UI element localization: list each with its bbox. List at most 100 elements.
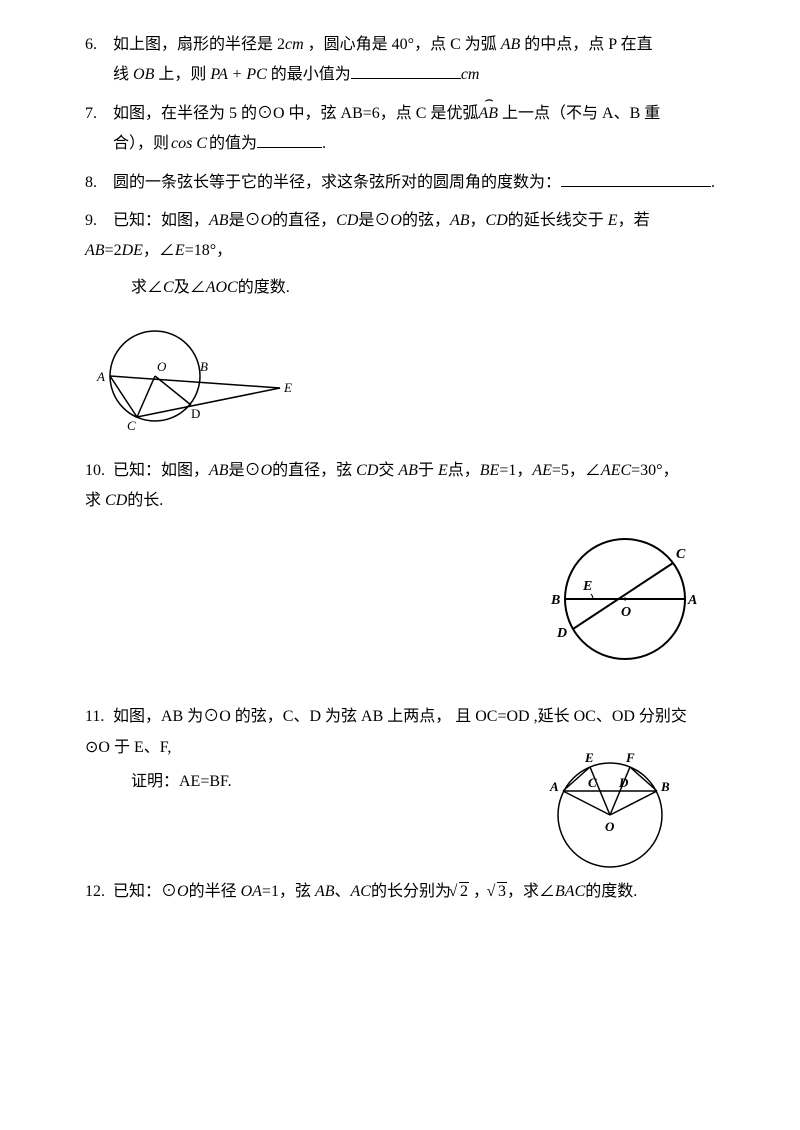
blank (351, 63, 461, 79)
problem-number: 8. (85, 168, 113, 198)
label-E: E (584, 750, 594, 765)
text: 上一点（不与 A、B 重 (502, 105, 660, 122)
problem-number: 9. (85, 206, 113, 236)
label-B: B (550, 593, 560, 608)
text: =1，弦 (262, 883, 311, 900)
text: 的度数. (238, 279, 290, 296)
var: AOC (206, 279, 238, 296)
cosC: cos C (171, 135, 207, 152)
text: 交 (378, 462, 394, 479)
var: CD (486, 212, 508, 229)
text: 的半径 (189, 883, 237, 900)
problem-line2: 求 CD的长. (85, 486, 725, 516)
text: 如上图，扇形的半径是 2 (113, 36, 285, 53)
sqrt3: 3 (489, 877, 507, 907)
var: AE (532, 462, 552, 479)
text: 的直径， (272, 212, 336, 229)
var: O (261, 462, 273, 479)
sqrt2: 2 (451, 877, 469, 907)
problem-number: 6. (85, 30, 113, 60)
text: 是⊙ (229, 462, 261, 479)
text-italic: PA + PC (210, 66, 266, 83)
label-O: O (621, 605, 631, 620)
label-D: D (618, 775, 629, 790)
text: 的最小值为 (267, 66, 351, 83)
text-italic: AB (501, 36, 521, 53)
text: ，∠ (143, 242, 175, 259)
var: BE (480, 462, 500, 479)
var: DE (122, 242, 143, 259)
label-A: A (687, 593, 697, 608)
text: 的直径，弦 (272, 462, 352, 479)
problem-content: 已知：⊙O的半径 OA=1，弦 AB、AC的长分别为2 ，3，求∠BAC的度数. (113, 877, 725, 907)
problem-content: 如图，AB 为⊙O 的弦，C、D 为弦 AB 上两点， 且 OC=OD ,延长 … (113, 702, 725, 732)
text: ，圆心角是 40°，点 C 为弧 (304, 36, 501, 53)
text: ，若 (618, 212, 650, 229)
problem-8: 8. 圆的一条弦长等于它的半径，求这条弦所对的圆周角的度数为：. (85, 168, 725, 198)
blank (561, 171, 711, 187)
problem-6: 6. 如上图，扇形的半径是 2 cm ，圆心角是 40°，点 C 为弧 AB 的中… (85, 30, 725, 91)
period: . (322, 135, 326, 152)
diagram-9-svg: A O B E C D (85, 321, 305, 436)
label-B: B (660, 779, 670, 794)
text: 的值为 (209, 135, 257, 152)
var: AB (209, 212, 229, 229)
text: ，求∠ (507, 883, 555, 900)
problem-content: 如图，在半径为 5 的⊙O 中，弦 AB=6，点 C 是优弧AB 上一点（不与 … (113, 99, 725, 160)
text: 如图，在半径为 5 的⊙O 中，弦 AB=6，点 C 是优弧 (113, 105, 478, 122)
problem-9: 9. 已知：如图，AB是⊙O的直径，CD是⊙O的弦，AB，CD的延长线交于 E，… (85, 206, 725, 303)
problem-content: 已知：如图，AB是⊙O的直径，CD是⊙O的弦，AB，CD的延长线交于 E，若 (113, 206, 725, 236)
var: O (390, 212, 402, 229)
text: 及∠ (174, 279, 206, 296)
var: E (608, 212, 618, 229)
unit: cm (461, 66, 480, 83)
label-D: D (556, 626, 567, 641)
label-D: D (191, 406, 200, 421)
text: 点， (448, 462, 480, 479)
var: E (438, 462, 448, 479)
text: 已知：如图， (113, 212, 209, 229)
text: 上，则 (154, 66, 210, 83)
var: CD (336, 212, 358, 229)
var: AB (315, 883, 335, 900)
label-C: C (127, 418, 136, 433)
problem-line2: AB=2DE，∠E=18°， (85, 236, 725, 266)
text: 已知：如图， (113, 462, 209, 479)
label-E: E (283, 380, 292, 395)
problem-content: 如上图，扇形的半径是 2 cm ，圆心角是 40°，点 C 为弧 AB 的中点，点… (113, 30, 725, 91)
text: 的度数. (585, 883, 637, 900)
var: BAC (555, 883, 585, 900)
label-A: A (549, 779, 559, 794)
text: ⊙O 于 E、F, (85, 739, 171, 756)
text: 的弦， (402, 212, 450, 229)
problem-number: 12. (85, 877, 113, 907)
problem-number: 7. (85, 99, 113, 129)
text: =2 (105, 242, 122, 259)
text: 是⊙ (358, 212, 390, 229)
period: . (711, 174, 715, 191)
text: 是⊙ (229, 212, 261, 229)
text: 已知：⊙ (113, 883, 177, 900)
diagram-10: B A O E C D (85, 524, 725, 674)
var: AEC (601, 462, 631, 479)
text: 如图，AB 为⊙O 的弦，C、D 为弦 AB 上两点， 且 OC=OD ,延长 … (113, 708, 687, 725)
label-A: A (96, 369, 105, 384)
text: 的长分别为 (371, 883, 451, 900)
var: C (163, 279, 174, 296)
text: 证明：AE=BF. (131, 773, 232, 790)
text: 线 (113, 66, 133, 83)
diagram-9: A O B E C D (85, 321, 725, 447)
var: O (261, 212, 273, 229)
text: 于 (418, 462, 434, 479)
var: O (177, 883, 189, 900)
text: =30°， (631, 462, 678, 479)
problem-12: 12. 已知：⊙O的半径 OA=1，弦 AB、AC的长分别为2 ，3，求∠BAC… (85, 877, 725, 907)
arc-AB: AB (478, 99, 498, 129)
text: 的延长线交于 (508, 212, 604, 229)
text: 的中点，点 P 在直 (520, 36, 652, 53)
var: AB (450, 212, 470, 229)
var: OA (241, 883, 262, 900)
text: =1， (499, 462, 532, 479)
var: AB (85, 242, 105, 259)
label-E: E (582, 579, 592, 594)
